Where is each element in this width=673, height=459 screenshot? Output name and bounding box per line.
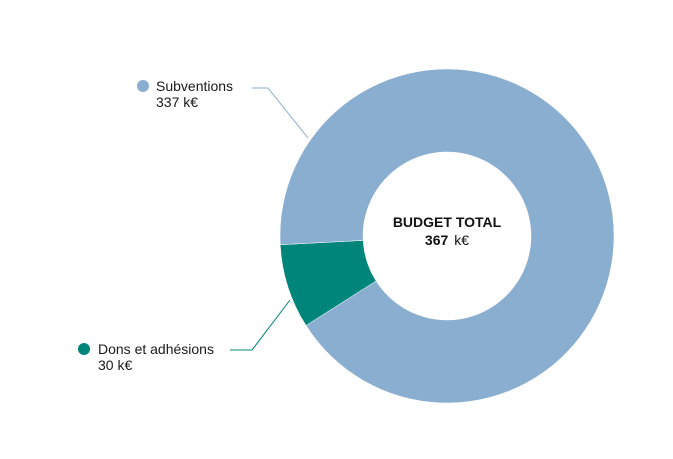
legend-label-dons: Dons et adhésions [98,341,214,357]
leader-line-subventions [252,87,309,139]
donut-slices [279,68,615,404]
legend-dot-subventions [137,80,149,92]
legend-label-subventions: Subventions [156,78,233,94]
leader-line-dons [230,299,291,351]
center-total-value: 367 [425,232,449,248]
legend-value-subventions: 337 k€ [156,94,198,110]
donut-slice-subventions [279,68,615,404]
legend-dot-dons [78,343,90,355]
center-title: BUDGET TOTAL [393,214,502,230]
legend-value-dons: 30 k€ [98,357,132,373]
center-total: 367 k€ [425,232,469,248]
center-total-unit: k€ [454,232,469,248]
